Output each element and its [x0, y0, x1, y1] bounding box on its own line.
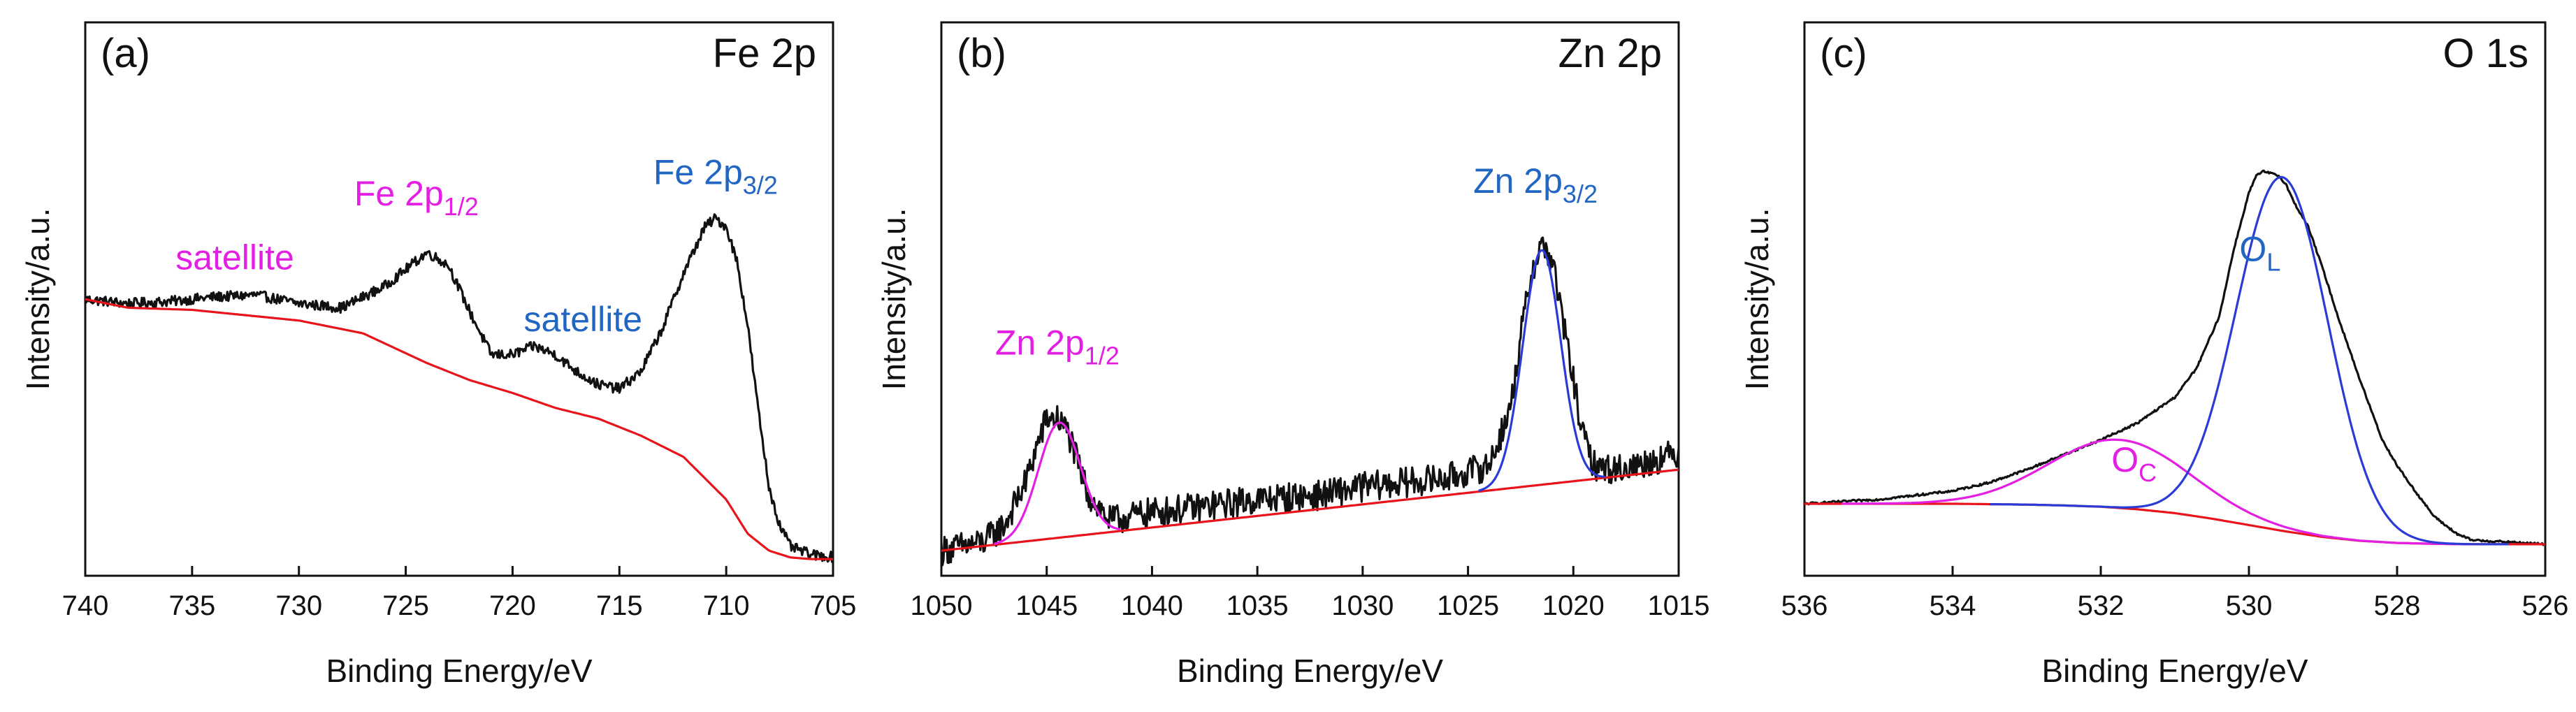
- annotation-text: O: [2111, 440, 2139, 479]
- panel-label: (c): [1820, 31, 1867, 76]
- x-tick-label: 1030: [1331, 590, 1394, 621]
- x-tick-label: 1040: [1121, 590, 1183, 621]
- series-fit-zn-2p3-2: [1477, 249, 1606, 492]
- annotation-subscript: C: [2139, 458, 2157, 487]
- peak-annotation: satellite: [524, 300, 643, 339]
- series-measured: [85, 213, 833, 563]
- x-tick-label: 730: [275, 590, 322, 621]
- panel-label: (b): [957, 31, 1006, 76]
- x-tick-label: 1020: [1542, 590, 1605, 621]
- annotation-subscript: 1/2: [1085, 342, 1120, 370]
- x-axis-title: Binding Energy/eV: [326, 653, 592, 689]
- annotation-subscript: 3/2: [743, 171, 778, 200]
- x-tick-label: 1025: [1437, 590, 1499, 621]
- series-measured: [1804, 169, 2545, 546]
- series-background: [85, 298, 833, 560]
- series-fit-zn-2p1-2: [993, 421, 1121, 545]
- panel-title: Fe 2p: [713, 31, 816, 76]
- annotation-text: Fe 2p: [354, 174, 444, 213]
- x-tick-label: 710: [703, 590, 750, 621]
- x-tick-label: 536: [1781, 590, 1828, 621]
- peak-annotation: satellite: [175, 238, 294, 277]
- plot-frame: [940, 21, 1680, 577]
- annotation-text: O: [2239, 229, 2266, 268]
- annotation-text: satellite: [175, 238, 294, 277]
- y-axis-title: Intensity/a.u.: [1739, 208, 1775, 391]
- series-background: [941, 468, 1679, 552]
- peak-annotation: Fe 2p1/2: [354, 174, 479, 221]
- panel-a: 740 735 730 725 720 715 710 705 Binding Energy/e…: [20, 21, 857, 689]
- annotation-text: Zn 2p: [995, 324, 1085, 363]
- peak-annotation: Zn 2p1/2: [995, 324, 1120, 370]
- x-tick-label: 1050: [911, 590, 973, 621]
- x-tick-label: 1035: [1227, 590, 1289, 621]
- x-tick-label: 740: [62, 590, 109, 621]
- x-tick-label: 530: [2226, 590, 2273, 621]
- plot-frame: [1803, 21, 2547, 577]
- peak-annotation: OL: [2239, 229, 2280, 276]
- panel-c: 536 534 532 530 528 526 Binding Energy/eV Inten…: [1739, 21, 2569, 689]
- x-tick-label: 526: [2522, 590, 2569, 621]
- y-axis-title: Intensity/a.u.: [20, 208, 56, 391]
- annotation-subscript: 1/2: [444, 192, 479, 221]
- x-tick-label: 720: [489, 590, 536, 621]
- x-tick-label: 534: [1930, 590, 1976, 621]
- x-tick-label: 735: [168, 590, 215, 621]
- x-tick-label: 725: [382, 590, 429, 621]
- y-axis-title: Intensity/a.u.: [876, 208, 912, 391]
- series-o-l: [1990, 175, 2508, 546]
- annotation-subscript: L: [2266, 247, 2280, 276]
- annotation-text: Fe 2p: [653, 153, 743, 192]
- x-tick-label: 1045: [1015, 590, 1078, 621]
- x-tick-label: 715: [596, 590, 643, 621]
- x-axis-title: Binding Energy/eV: [1177, 653, 1443, 689]
- annotation-text: satellite: [524, 300, 643, 339]
- series-o-c: [1841, 438, 2472, 546]
- series-measured: [941, 236, 1679, 567]
- peak-annotation: OC: [2111, 440, 2157, 487]
- peak-annotation: Zn 2p3/2: [1473, 161, 1598, 208]
- panel-label: (a): [101, 31, 150, 76]
- x-tick-label: 705: [810, 590, 857, 621]
- peak-annotation: Fe 2p3/2: [653, 153, 778, 200]
- x-axis-title: Binding Energy/eV: [2041, 653, 2308, 689]
- panel-title: O 1s: [2443, 31, 2529, 76]
- x-tick-label: 528: [2374, 590, 2421, 621]
- annotation-subscript: 3/2: [1563, 180, 1598, 208]
- annotation-text: Zn 2p: [1473, 161, 1563, 201]
- x-tick-label: 1015: [1648, 590, 1710, 621]
- panel-title: Zn 2p: [1558, 31, 1662, 76]
- x-tick-label: 532: [2078, 590, 2125, 621]
- panel-b: 1050 1045 1040 1035 1030 1025 1020 1015 Binding …: [876, 21, 1710, 689]
